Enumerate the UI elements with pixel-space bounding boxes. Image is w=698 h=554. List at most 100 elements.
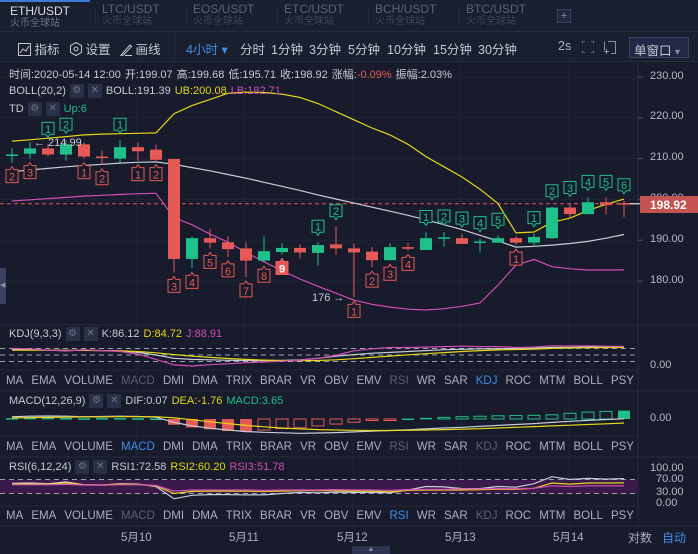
indicator-tab-rsi[interactable]: RSI (389, 510, 409, 522)
td-count: 3 (387, 269, 393, 281)
tab-etc-usdt[interactable]: ETC/USDT 火币全球站 (274, 2, 364, 32)
screenshot-icon[interactable] (604, 41, 616, 54)
indicator-tab-roc[interactable]: ROC (505, 441, 532, 453)
expand-panel-button[interactable]: ▲ (352, 546, 390, 554)
indicator-tab-rsi[interactable]: RSI (389, 375, 409, 387)
indicator-tab-sar[interactable]: SAR (444, 375, 468, 387)
indicator-tab-dma[interactable]: DMA (192, 375, 218, 387)
indicator-tab-macd[interactable]: MACD (120, 375, 155, 387)
close-icon[interactable]: ✕ (107, 394, 122, 408)
candle-down (366, 251, 378, 261)
tab-bch-usdt[interactable]: BCH/USDT 火币全球站 (365, 2, 455, 32)
log-scale-button[interactable]: 对数 (628, 531, 653, 545)
indicator-tab-ema[interactable]: EMA (31, 441, 57, 453)
indicator-tab-brar[interactable]: BRAR (260, 441, 292, 453)
info-change-label: 涨幅: (331, 69, 357, 81)
indicator-button[interactable]: 指标 (18, 39, 60, 58)
indicator-tab-boll[interactable]: BOLL (573, 441, 603, 453)
period-1min[interactable]: 1分钟 (271, 43, 303, 57)
auto-scale-button[interactable]: 自动 (662, 531, 687, 545)
indicator-tab-emv[interactable]: EMV (356, 441, 382, 453)
indicator-tab-dma[interactable]: DMA (192, 441, 218, 453)
indicator-tab-volume[interactable]: VOLUME (64, 441, 113, 453)
td-count: 2 (441, 212, 447, 224)
indicator-tab-sar[interactable]: SAR (444, 510, 468, 522)
indicator-tab-vr[interactable]: VR (300, 441, 317, 453)
indicator-tab-kdj[interactable]: KDJ (475, 441, 498, 453)
indicator-tab-mtm[interactable]: MTM (539, 375, 566, 387)
indicator-tab-wr[interactable]: WR (416, 375, 436, 387)
td-up-marker: 1 (527, 211, 541, 228)
indicator-tab-wr[interactable]: WR (416, 510, 436, 522)
gear-icon[interactable]: ⚙ (69, 84, 84, 98)
indicator-tab-ma[interactable]: MA (6, 375, 24, 387)
indicator-tab-mtm[interactable]: MTM (539, 510, 566, 522)
period-15min[interactable]: 15分钟 (433, 43, 472, 57)
draw-button[interactable]: 画线 (119, 39, 161, 58)
collapse-sidebar-handle[interactable]: ◀ (0, 268, 6, 304)
refresh-interval[interactable]: 2s (558, 39, 572, 53)
add-tab-button[interactable]: + (557, 9, 571, 23)
indicator-tab-ma[interactable]: MA (6, 510, 24, 522)
period-3min[interactable]: 3分钟 (309, 43, 341, 57)
indicator-tab-brar[interactable]: BRAR (260, 510, 292, 522)
interval-dropdown[interactable]: 4小时 ▾ (186, 39, 228, 58)
indicator-tab-dmi[interactable]: DMI (162, 441, 185, 453)
period-30min[interactable]: 30分钟 (478, 43, 517, 57)
gear-icon[interactable]: ⚙ (65, 327, 80, 341)
indicator-tab-vr[interactable]: VR (300, 510, 317, 522)
close-icon[interactable]: ✕ (87, 84, 102, 98)
indicator-tab-psy[interactable]: PSY (610, 510, 634, 522)
indicator-tab-kdj[interactable]: KDJ (475, 375, 498, 387)
indicator-tab-trix[interactable]: TRIX (225, 441, 252, 453)
indicator-tab-trix[interactable]: TRIX (225, 375, 252, 387)
indicator-tab-boll[interactable]: BOLL (573, 510, 603, 522)
tab-symbol: ETH/USDT (10, 4, 70, 18)
indicator-tab-obv[interactable]: OBV (324, 441, 349, 453)
indicator-tab-volume[interactable]: VOLUME (64, 375, 113, 387)
indicator-tab-macd[interactable]: MACD (120, 510, 155, 522)
indicator-tab-roc[interactable]: ROC (505, 375, 532, 387)
tab-eth-usdt[interactable]: ETH/USDT 火币全球站 (0, 0, 90, 30)
indicator-tab-psy[interactable]: PSY (610, 441, 634, 453)
indicator-tab-obv[interactable]: OBV (324, 375, 349, 387)
indicator-tab-sar[interactable]: SAR (444, 441, 468, 453)
indicator-tab-mtm[interactable]: MTM (539, 441, 566, 453)
indicator-tab-dmi[interactable]: DMI (162, 510, 185, 522)
indicator-tab-kdj[interactable]: KDJ (475, 510, 498, 522)
tab-ltc-usdt[interactable]: LTC/USDT 火币全球站 (92, 2, 182, 32)
indicator-tab-trix[interactable]: TRIX (225, 510, 252, 522)
tab-btc-usdt[interactable]: BTC/USDT 火币全球站 (456, 2, 546, 32)
indicator-tab-ema[interactable]: EMA (31, 375, 57, 387)
period-5min[interactable]: 5分钟 (348, 43, 380, 57)
indicator-tab-psy[interactable]: PSY (610, 375, 634, 387)
close-icon[interactable]: ✕ (83, 327, 98, 341)
indicator-tab-emv[interactable]: EMV (356, 375, 382, 387)
settings-button[interactable]: 设置 (70, 39, 111, 58)
period-fenshi[interactable]: 分时 (240, 43, 266, 57)
indicator-tab-macd[interactable]: MACD (120, 441, 155, 453)
indicator-tab-dma[interactable]: DMA (192, 510, 218, 522)
close-icon[interactable]: ✕ (45, 102, 60, 116)
indicator-tab-vr[interactable]: VR (300, 375, 317, 387)
gear-icon[interactable]: ⚙ (75, 460, 90, 474)
indicator-tab-brar[interactable]: BRAR (260, 375, 292, 387)
indicator-tab-ma[interactable]: MA (6, 441, 24, 453)
indicator-tab-ema[interactable]: EMA (31, 510, 57, 522)
indicator-tab-volume[interactable]: VOLUME (64, 510, 113, 522)
indicator-tab-dmi[interactable]: DMI (162, 375, 185, 387)
period-10min[interactable]: 10分钟 (387, 43, 426, 57)
indicator-tab-obv[interactable]: OBV (324, 510, 349, 522)
window-mode-dropdown[interactable]: 单窗口 ▾ (629, 37, 689, 58)
macd-histogram-bar (132, 418, 144, 420)
indicator-tab-wr[interactable]: WR (416, 441, 436, 453)
indicator-tab-rsi[interactable]: RSI (389, 441, 409, 453)
tab-eos-usdt[interactable]: EOS/USDT 火币全球站 (183, 2, 273, 32)
gear-icon[interactable]: ⚙ (27, 102, 42, 116)
close-icon[interactable]: ✕ (93, 460, 108, 474)
gear-icon[interactable]: ⚙ (89, 394, 104, 408)
indicator-tab-roc[interactable]: ROC (505, 510, 532, 522)
indicator-tab-boll[interactable]: BOLL (573, 375, 603, 387)
indicator-tab-emv[interactable]: EMV (356, 510, 382, 522)
